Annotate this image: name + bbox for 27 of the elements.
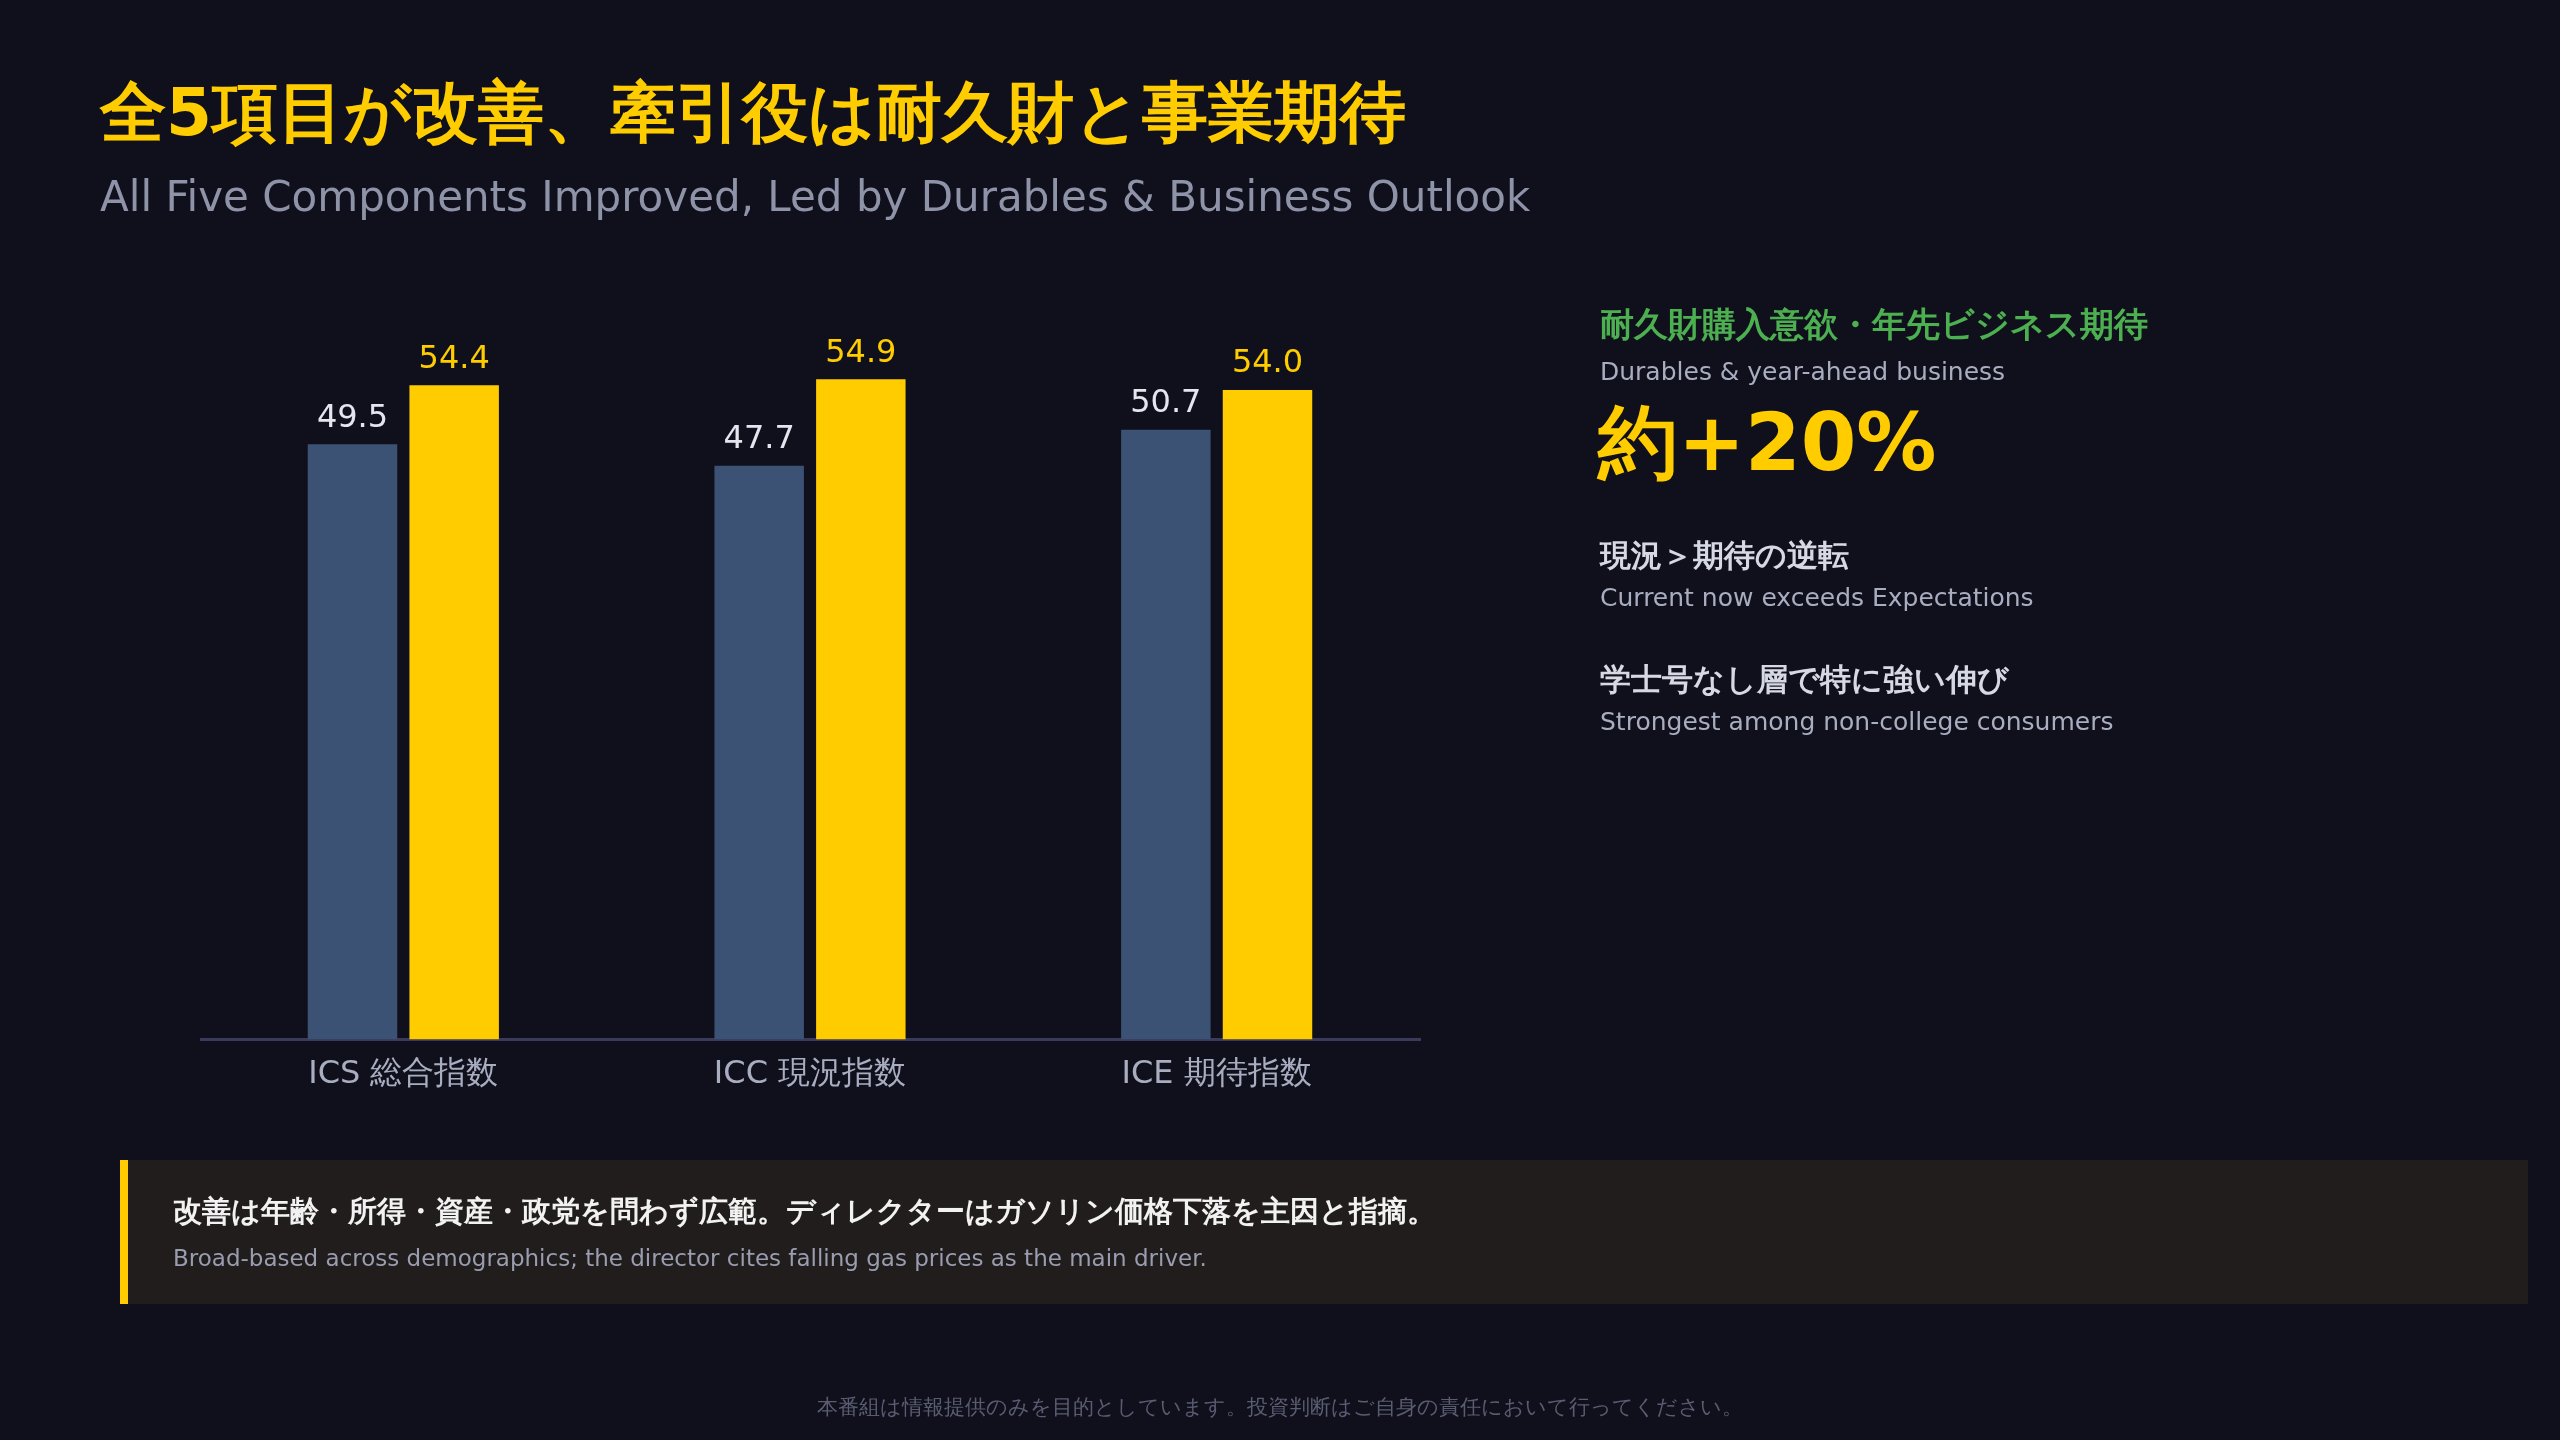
data-label: 49.5 [316,396,389,435]
bar [307,444,398,1040]
text: 現況＞期待の逆転 [1600,536,1849,575]
data-label: 47.7 [723,418,795,457]
x-tick-label: ICS 総合指数 [308,1053,499,1092]
text: 耐久財購入意欲・年先ビジネス期待 [1600,303,2148,346]
text: 約+20% [1598,395,1937,491]
text: Durables & year-ahead business [1600,357,2006,386]
bar [816,379,906,1040]
text: 改善は年齢・所得・資産・政党を問わず広範。ディレクターはガソリン価格下落を主因と指摘。 [173,1193,1436,1230]
chart-title: 全5項目が改善、牽引役は耐久財と事業期待 [100,73,1406,153]
chart-subtitle: All Five Components Improved, Led by Durables & Business Outlook [100,172,1531,221]
text: Strongest among non-college consumers [1600,707,2114,736]
bar [409,385,499,1040]
x-tick-label: ICC 現況指数 [713,1053,907,1092]
data-label: 54.0 [1231,342,1304,381]
text: Current now exceeds Expectations [1600,583,2034,612]
bar [1121,429,1211,1040]
bar [1222,390,1313,1040]
data-label: 50.7 [1130,382,1202,421]
text: Broad-based across demographics; the director cites falling gas prices as the main driver. [173,1245,1207,1271]
data-label: 54.9 [825,331,897,370]
data-label: 54.4 [418,337,490,376]
bar [714,465,804,1040]
x-tick-label: ICE 期待指数 [1121,1053,1312,1092]
text: 学士号なし層で特に強い伸び [1600,660,2009,699]
text: 本番組は情報提供のみを目的としています。投資判断はご自身の責任において行ってください。 [816,1394,1744,1421]
